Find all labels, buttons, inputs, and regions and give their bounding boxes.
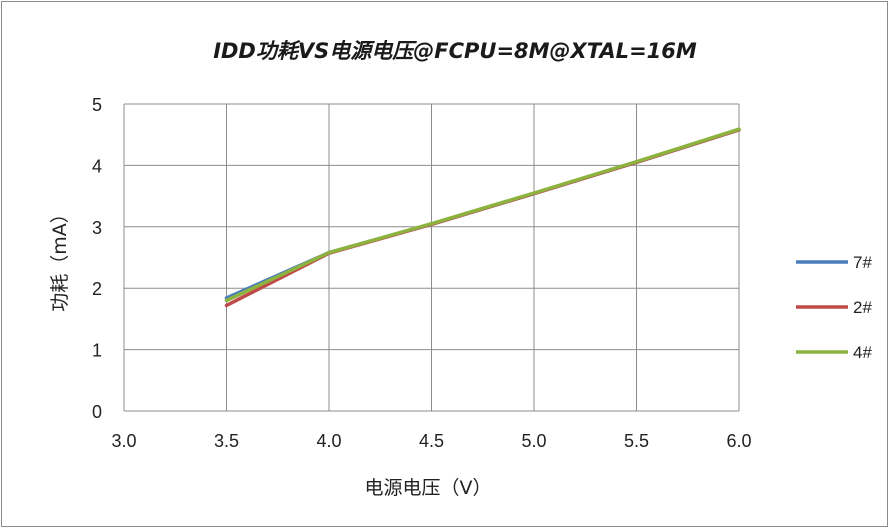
legend-label: 4#	[853, 343, 872, 362]
x-tick-label: 6.0	[726, 431, 751, 451]
y-tick-label: 0	[92, 402, 102, 422]
x-tick-label: 4.5	[419, 431, 444, 451]
x-tick-label: 5.0	[521, 431, 546, 451]
x-tick-label: 4.0	[316, 431, 341, 451]
legend-label: 2#	[853, 298, 872, 317]
legend-label: 7#	[853, 253, 872, 272]
y-axis-ticks: 0 1 2 3 4 5	[92, 95, 102, 422]
legend: 7# 2# 4#	[796, 253, 872, 362]
x-tick-label: 3.5	[214, 431, 239, 451]
x-axis-ticks: 3.0 3.5 4.0 4.5 5.0 5.5 6.0	[111, 431, 751, 451]
chart-title: IDD功耗VS电源电压@FCPU=8M@XTAL=16M	[213, 39, 697, 63]
x-axis-label: 电源电压（V）	[365, 477, 492, 499]
series-line-2	[224, 128, 741, 308]
y-tick-label: 2	[92, 279, 102, 299]
series-line-3	[224, 127, 741, 303]
x-tick-label: 3.0	[111, 431, 136, 451]
grid	[123, 103, 740, 412]
y-tick-label: 5	[92, 95, 102, 115]
y-tick-label: 1	[92, 341, 102, 361]
series-lines	[224, 127, 741, 308]
y-axis-label: 功耗（mA）	[49, 204, 71, 312]
y-tick-label: 4	[92, 156, 102, 176]
y-tick-label: 3	[92, 218, 102, 238]
x-tick-label: 5.5	[624, 431, 649, 451]
